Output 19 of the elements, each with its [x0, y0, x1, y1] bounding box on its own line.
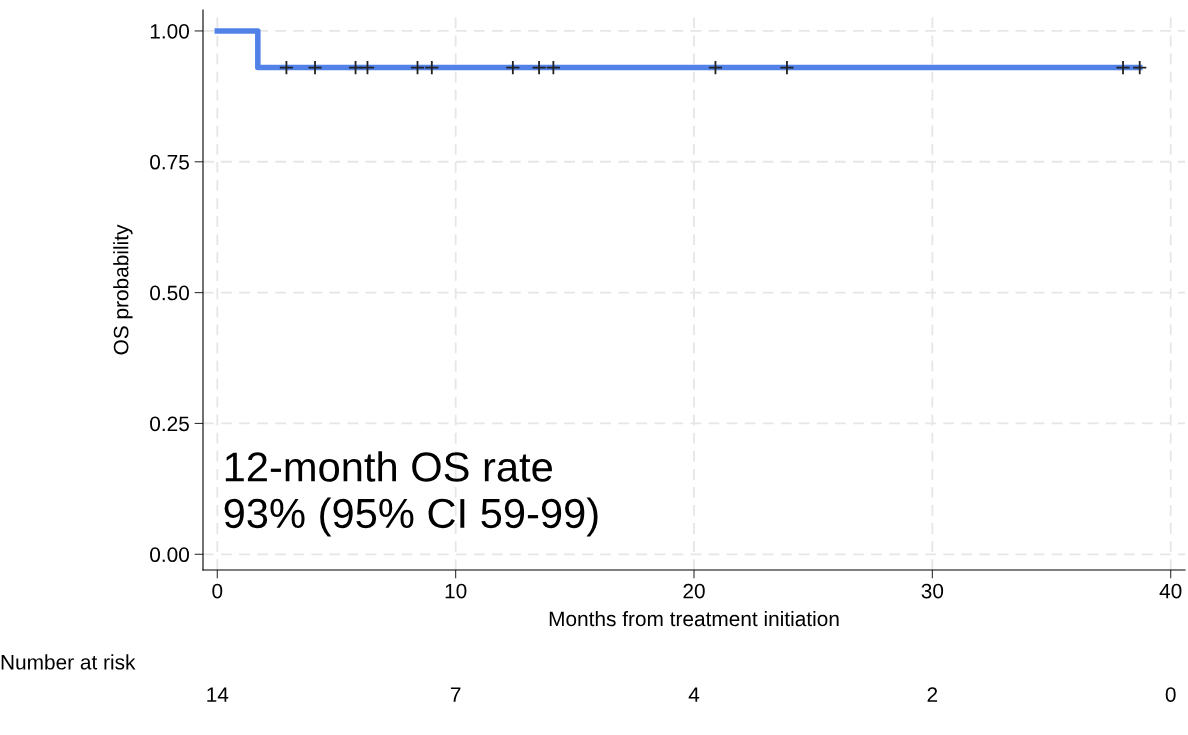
y-axis-title: OS probability — [113, 224, 133, 355]
y-tick-label: 1.00 — [150, 23, 189, 39]
x-tick-label: 30 — [921, 583, 944, 599]
text: 14 — [207, 687, 229, 702]
text: 7 — [450, 687, 461, 702]
x-tick-label: 0 — [212, 583, 223, 599]
x-tick-label: 20 — [683, 583, 705, 599]
x-tick-label: 40 — [1159, 583, 1182, 599]
text: Number at risk — [1, 654, 136, 670]
y-tick-label: 0.25 — [150, 416, 189, 432]
text: 0 — [1165, 687, 1176, 702]
x-tick-label: 10 — [445, 583, 467, 599]
text: 4 — [688, 687, 700, 702]
annotation: 12-month OS rate 93% (95% CI 59-99) — [224, 451, 598, 537]
text: 2 — [927, 687, 938, 702]
y-tick-label: 0.50 — [150, 285, 189, 301]
y-tick-label: 0.00 — [150, 547, 189, 563]
x-axis-title: Months from treatment initiation — [549, 610, 839, 627]
y-tick-label: 0.75 — [150, 154, 189, 170]
